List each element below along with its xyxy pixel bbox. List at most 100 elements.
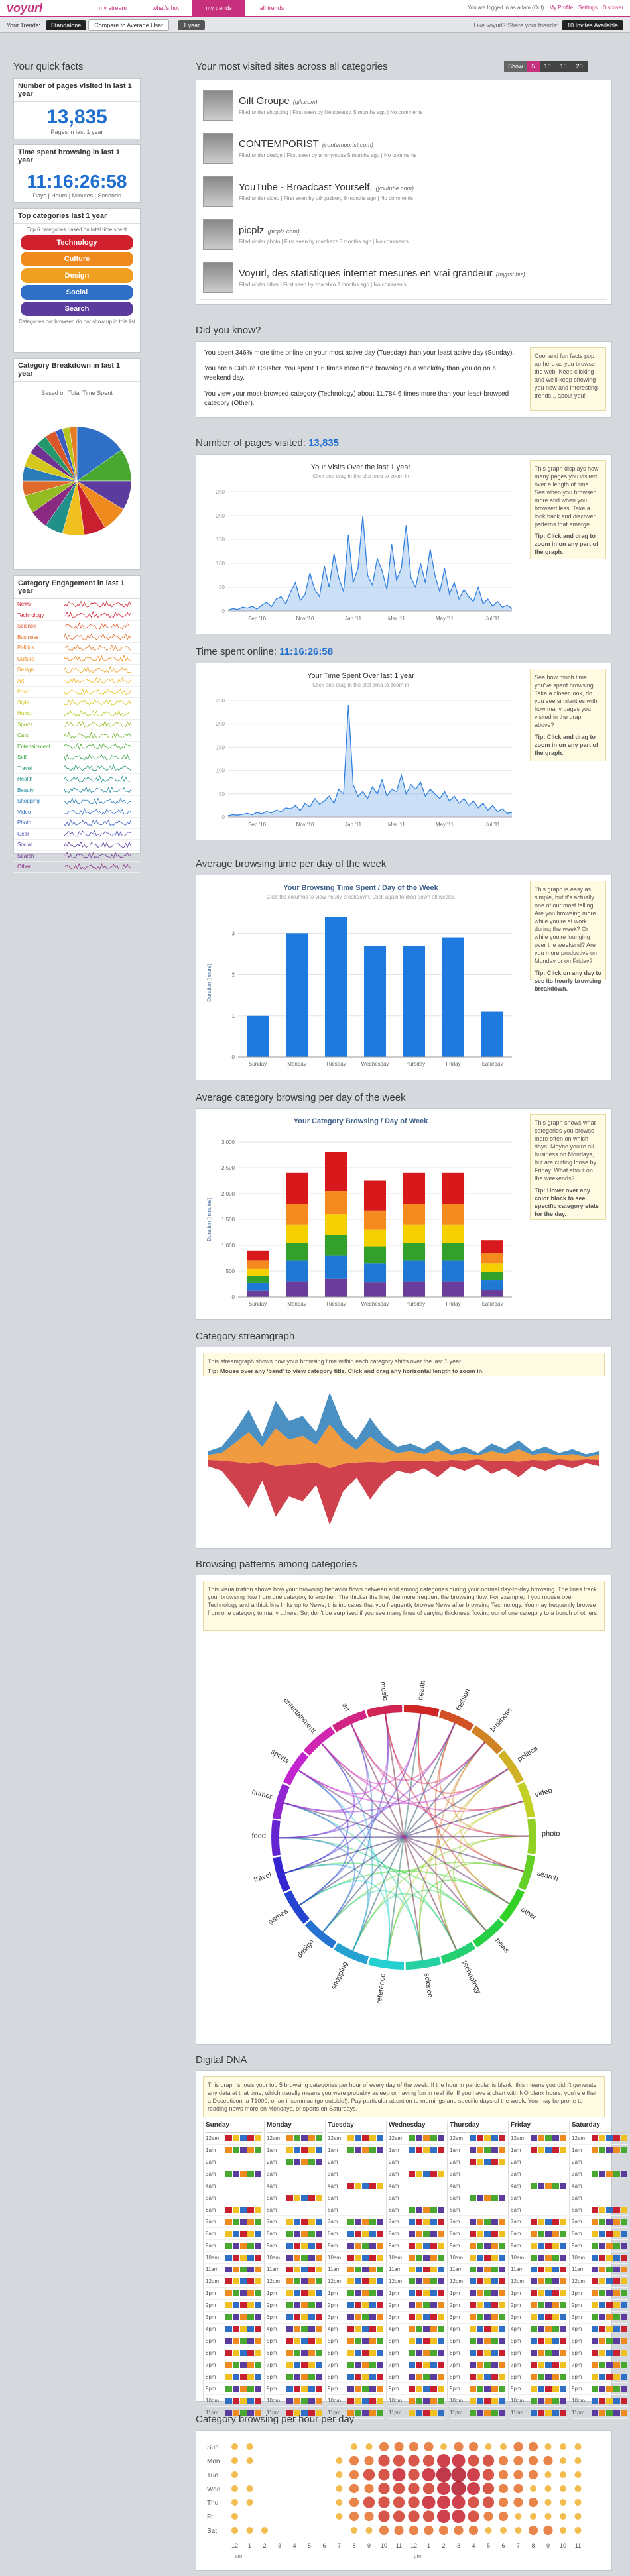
dna-bar — [538, 2410, 544, 2416]
hour-label: 1pm — [389, 2290, 399, 2296]
x-tick-label: Tuesday — [326, 1301, 346, 1307]
engagement-row: Travel — [14, 763, 140, 774]
dna-bar — [621, 2314, 627, 2320]
bubble — [231, 2457, 238, 2464]
dna-bar — [362, 2290, 369, 2296]
bar — [363, 1210, 387, 1230]
dna-row: 8am — [328, 2228, 384, 2240]
hour-label: 10am — [450, 2255, 464, 2261]
bubble — [574, 2499, 582, 2506]
dna-bar — [531, 2386, 537, 2392]
hour-label: 6pm — [572, 2350, 582, 2356]
bar — [403, 1243, 426, 1261]
sparkline-path — [64, 786, 131, 794]
nav-item[interactable]: all trends — [259, 5, 284, 11]
dna-bar — [531, 2147, 537, 2153]
dna-bar — [369, 2326, 376, 2332]
dna-bar — [362, 2255, 369, 2261]
mode-button[interactable]: Compare to Average User — [88, 19, 170, 31]
nav-item[interactable]: what's hot — [152, 5, 180, 11]
hour-label: 1pm — [206, 2290, 216, 2296]
dna-row: 7pm — [206, 2359, 262, 2371]
dna-bar — [301, 2326, 308, 2332]
site-title[interactable]: Gilt Groupe — [239, 95, 290, 107]
bubble — [408, 2469, 420, 2481]
hour-label: 5am — [511, 2195, 521, 2201]
logo[interactable]: voyurl — [7, 1, 43, 15]
site-thumbnail[interactable] — [203, 90, 233, 121]
mode-button[interactable]: Standalone — [45, 19, 87, 30]
category-button[interactable]: Social — [21, 285, 133, 300]
show-button[interactable]: 10 — [539, 61, 556, 72]
category-button[interactable]: Culture — [21, 252, 133, 266]
nav-item[interactable]: my trends — [192, 0, 245, 16]
dna-bar — [621, 2374, 627, 2380]
site-thumbnail[interactable] — [203, 176, 233, 207]
dna-bar — [316, 2386, 322, 2392]
bubble — [246, 2527, 253, 2534]
show-button[interactable]: 20 — [571, 61, 588, 72]
hour-label: 4am — [267, 2183, 277, 2189]
range-button[interactable]: 1 year — [178, 19, 206, 30]
user-link[interactable]: My Profile — [549, 5, 573, 11]
hour-label: 5pm — [511, 2338, 521, 2344]
dna-row: 10am — [389, 2252, 445, 2264]
bubble — [500, 2443, 507, 2450]
show-button[interactable]: 5 — [527, 61, 540, 72]
dna-row: 5am — [328, 2192, 384, 2204]
category-name: News — [17, 601, 31, 608]
nav-item[interactable]: my stream — [98, 5, 127, 11]
dna-row: 2am — [450, 2156, 506, 2168]
site-title[interactable]: YouTube - Broadcast Yourself. — [239, 182, 373, 193]
dna-bar — [423, 2410, 430, 2416]
dna-bar — [416, 2314, 422, 2320]
show-button[interactable]: 15 — [555, 61, 572, 72]
dna-bar — [294, 2326, 300, 2332]
dna-bar — [531, 2278, 537, 2284]
dna-bar — [308, 2338, 315, 2344]
dna-bar — [606, 2338, 613, 2344]
site-thumbnail[interactable] — [203, 219, 233, 250]
hour-label: 12 — [410, 2542, 417, 2549]
dna-bar — [599, 2278, 605, 2284]
site-thumbnail[interactable] — [203, 262, 233, 293]
dna-bar — [552, 2386, 559, 2392]
toolbar: Your Trends: Standalone Compare to Average… — [0, 17, 630, 33]
dna-bar — [255, 2255, 261, 2261]
invites-button[interactable]: 10 Invites Available — [562, 19, 623, 30]
bubble — [500, 2527, 507, 2534]
sparkline — [64, 633, 131, 640]
ring-segment — [304, 1920, 337, 1949]
dna-bar — [294, 2267, 300, 2272]
dna-bar — [347, 2183, 354, 2189]
dna-bar — [255, 2207, 261, 2213]
bubble — [528, 2441, 538, 2452]
section-title: Browsing patterns among categories — [196, 1559, 357, 1570]
site-title[interactable]: Voyurl, des statistiques internet mesure… — [239, 268, 493, 279]
hour-label: 3am — [389, 2171, 399, 2177]
dna-bar — [477, 2362, 483, 2368]
site-meta: Filed under design | First seen by anony… — [239, 152, 417, 158]
bar — [442, 1260, 465, 1282]
user-link[interactable]: Discover — [602, 5, 623, 11]
site-thumbnail[interactable] — [203, 133, 233, 164]
site-title[interactable]: CONTEMPORIST — [239, 139, 319, 150]
dna-bar — [484, 2267, 491, 2272]
dna-row: 2am — [389, 2156, 445, 2168]
hour-label: 4pm — [450, 2326, 460, 2332]
user-link[interactable]: Settings — [578, 5, 598, 11]
dna-bar — [247, 2255, 254, 2261]
dna-bar — [369, 2135, 376, 2141]
ring-segment — [332, 1710, 367, 1732]
category-button[interactable]: Search — [21, 302, 133, 316]
category-button[interactable]: Design — [21, 268, 133, 283]
chord — [283, 1724, 368, 1812]
site-title[interactable]: picplz — [239, 225, 265, 236]
y-tick-label: 2,500 — [221, 1165, 235, 1171]
category-button[interactable]: Technology — [21, 235, 133, 250]
category-name: Style — [17, 699, 29, 706]
bubble — [231, 2485, 238, 2492]
stream-band — [208, 1392, 599, 1457]
dna-row: 10am — [511, 2252, 567, 2264]
dna-row: 7pm — [328, 2359, 384, 2371]
